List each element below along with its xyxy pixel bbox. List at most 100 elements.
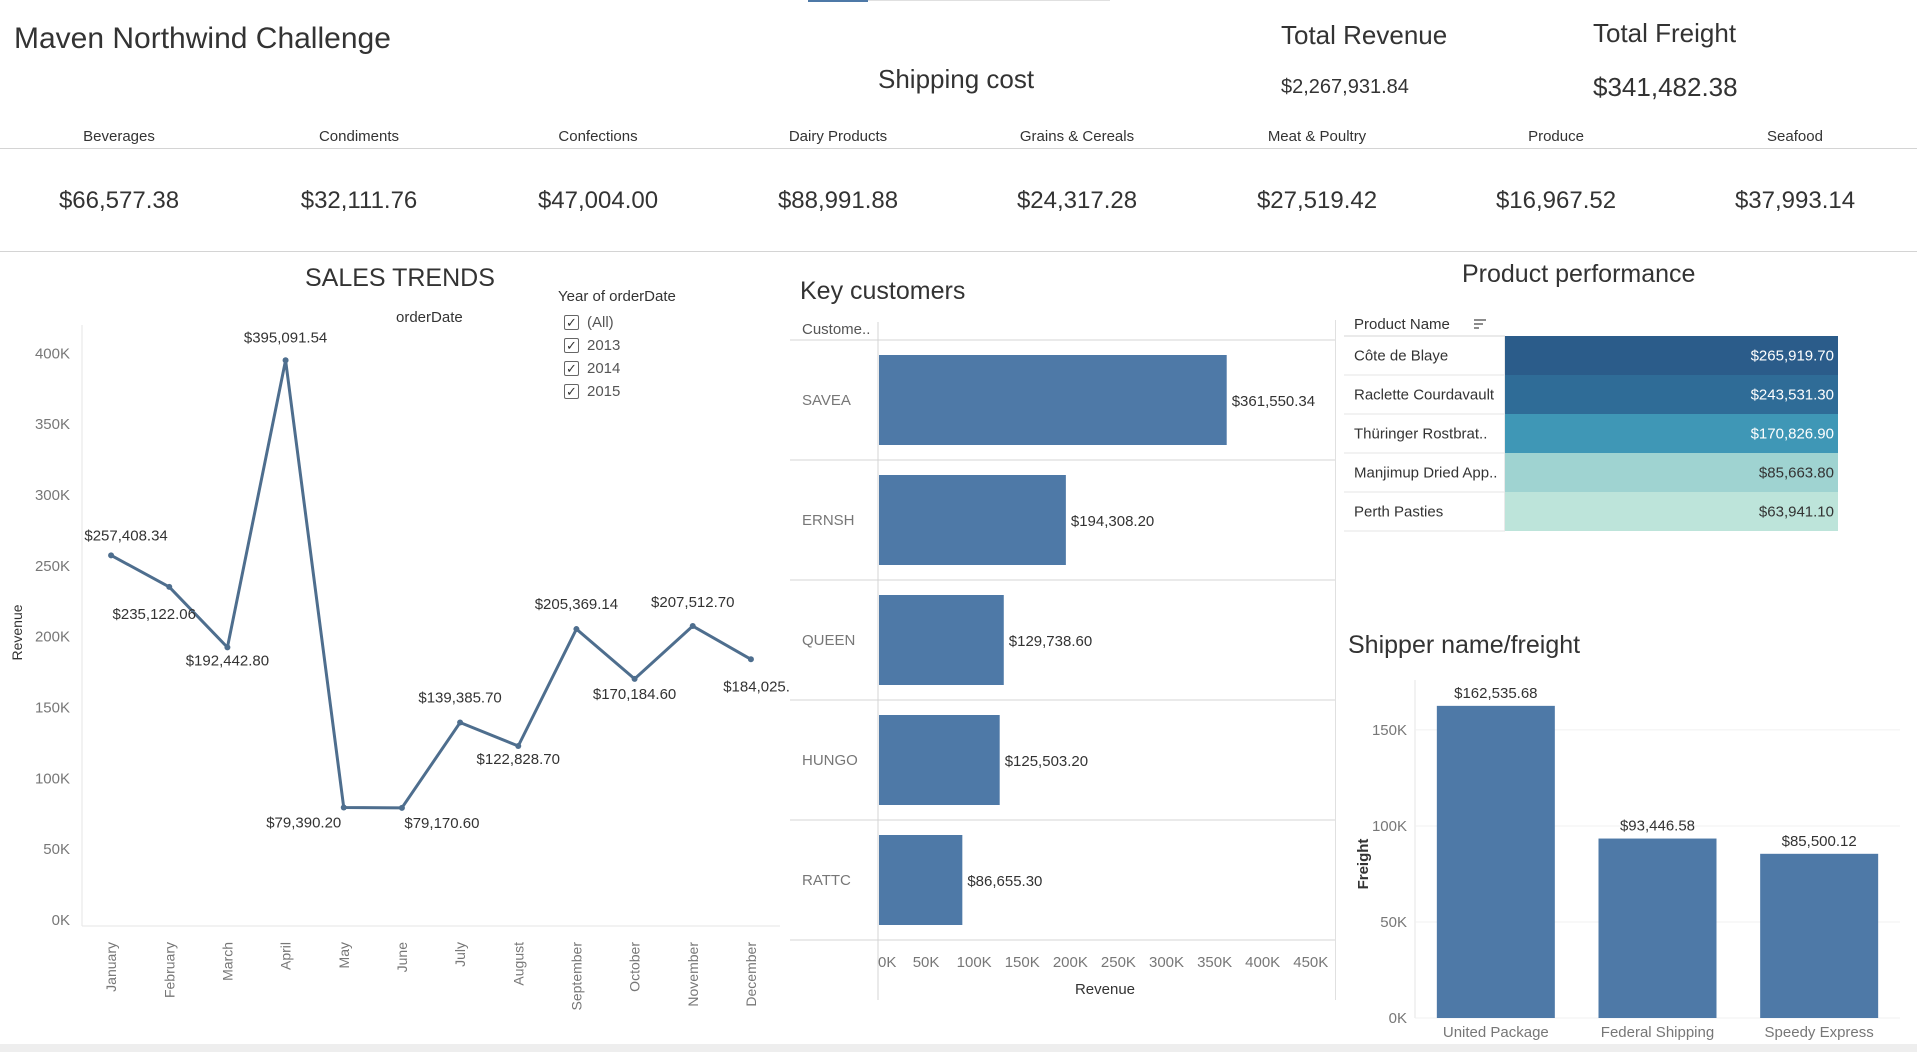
x-tick-label: 150K: [1005, 954, 1040, 971]
sales-point[interactable]: [689, 623, 696, 630]
customer-bar[interactable]: [879, 475, 1066, 565]
sales-point[interactable]: [631, 675, 638, 682]
category-value: $16,967.52: [1495, 187, 1617, 214]
customer-data-label: $86,655.30: [967, 873, 1042, 890]
product-name: Manjimup Dried App..: [1354, 465, 1497, 482]
x-tick-label: December: [743, 942, 759, 1007]
x-tick-label: March: [219, 942, 235, 981]
sales-point[interactable]: [224, 644, 231, 651]
checkbox-icon[interactable]: ✓: [564, 314, 579, 330]
customer-bar[interactable]: [879, 355, 1227, 445]
sales-point[interactable]: [282, 357, 289, 364]
x-tick-label: Speedy Express: [1765, 1024, 1874, 1041]
x-tick-label: May: [336, 942, 352, 968]
filter-option-label: (All): [587, 313, 614, 331]
category-value: $88,991.88: [777, 187, 899, 214]
filter-option-2015[interactable]: ✓ 2015: [564, 380, 620, 402]
dashboard-title: Maven Northwind Challenge: [14, 22, 391, 55]
product-value-cell[interactable]: [1505, 453, 1838, 492]
y-tick-label: 50K: [43, 841, 70, 858]
total-freight-value: $341,482.38: [1593, 72, 1738, 102]
category-value: $24,317.28: [1016, 187, 1138, 214]
customer-bar[interactable]: [879, 715, 1000, 805]
shipper-data-label: $85,500.12: [1782, 833, 1857, 850]
x-tick-label: 450K: [1293, 954, 1328, 971]
sales-point[interactable]: [747, 656, 754, 663]
x-tick-label: 100K: [957, 954, 992, 971]
sales-data-label: $184,025.46: [723, 678, 790, 695]
category-value: $66,577.38: [58, 187, 180, 214]
category-value: $47,004.00: [537, 187, 659, 214]
checkbox-icon[interactable]: ✓: [564, 360, 579, 376]
x-tick-label: 250K: [1101, 954, 1136, 971]
sales-trends-title: SALES TRENDS: [305, 264, 495, 292]
product-value-cell[interactable]: [1505, 414, 1838, 453]
x-tick-label: January: [103, 942, 119, 992]
sales-data-label: $139,385.70: [418, 690, 501, 707]
product-name: Perth Pasties: [1354, 504, 1443, 521]
y-tick-label: 100K: [35, 770, 70, 787]
category-value: $32,111.76: [300, 187, 418, 214]
y-tick-label: 350K: [35, 416, 70, 433]
total-revenue-value: $2,267,931.84: [1281, 76, 1409, 98]
category-name: Meat & Poultry: [1267, 128, 1367, 145]
product-value: $85,663.80: [1759, 465, 1834, 482]
category-name: Condiments: [318, 128, 400, 145]
x-tick-label: July: [452, 942, 468, 967]
filter-option-2014[interactable]: ✓ 2014: [564, 357, 620, 379]
customer-label: SAVEA: [802, 392, 851, 409]
product-name: Raclette Courdavault: [1354, 387, 1495, 404]
category-name: Seafood: [1767, 128, 1823, 145]
product-value: $170,826.90: [1751, 426, 1834, 443]
product-value-cell[interactable]: [1505, 375, 1838, 414]
customer-data-label: $125,503.20: [1005, 753, 1088, 770]
sales-point[interactable]: [457, 719, 464, 726]
y-axis-title: Freight: [1355, 839, 1372, 890]
shipper-freight-chart: 0K 50K 100K 150K Freight $162,535.68 United Pa…: [1355, 680, 1900, 1041]
customer-bar[interactable]: [879, 595, 1004, 685]
x-tick-label: June: [394, 942, 410, 973]
shipper-bar[interactable]: [1598, 838, 1717, 1018]
total-freight-label: Total Freight: [1593, 18, 1737, 48]
category-value: $27,519.42: [1256, 187, 1378, 214]
x-tick-label: Federal Shipping: [1601, 1024, 1714, 1041]
customer-label: ERNSH: [802, 512, 855, 529]
sort-icon[interactable]: [1474, 319, 1486, 329]
product-performance-title: Product performance: [1462, 260, 1696, 288]
category-name: Confections: [558, 128, 638, 145]
sales-point[interactable]: [340, 804, 347, 811]
sales-point[interactable]: [515, 742, 522, 749]
y-tick-label: 100K: [1372, 818, 1407, 835]
filter-option-label: 2013: [587, 336, 621, 354]
product-column-header: Product Name: [1354, 316, 1450, 333]
y-tick-label: 0K: [52, 912, 70, 929]
sales-point[interactable]: [166, 583, 173, 590]
checkbox-icon[interactable]: ✓: [564, 383, 579, 399]
x-tick-label: August: [510, 942, 526, 986]
shipper-bar[interactable]: [1760, 853, 1879, 1018]
total-revenue-label: Total Revenue: [1281, 20, 1448, 50]
x-tick-label: 200K: [1053, 954, 1088, 971]
sales-data-label: $192,442.80: [186, 652, 269, 669]
shipper-data-label: $93,446.58: [1620, 818, 1695, 835]
sales-data-label: $395,091.54: [244, 329, 327, 346]
customer-data-label: $361,550.34: [1232, 393, 1315, 410]
customer-bar[interactable]: [879, 835, 963, 925]
product-value-cell[interactable]: [1505, 336, 1838, 375]
checkbox-icon[interactable]: ✓: [564, 337, 579, 353]
filter-option-all[interactable]: ✓ (All): [564, 311, 614, 333]
top-tab-indicator[interactable]: [808, 0, 868, 2]
y-tick-label: 250K: [35, 558, 70, 575]
y-tick-label: 300K: [35, 487, 70, 504]
customer-data-label: $194,308.20: [1071, 513, 1154, 530]
x-axis-title: Revenue: [1075, 981, 1135, 998]
filter-option-2013[interactable]: ✓ 2013: [564, 334, 620, 356]
shipper-bar[interactable]: [1436, 705, 1555, 1018]
product-value-cell[interactable]: [1505, 492, 1838, 531]
filter-option-label: 2015: [587, 382, 621, 400]
sales-point[interactable]: [398, 804, 405, 811]
sales-point[interactable]: [573, 626, 580, 633]
product-name: Thüringer Rostbrat..: [1354, 426, 1487, 443]
y-tick-label: 200K: [35, 629, 70, 646]
sales-point[interactable]: [108, 552, 115, 559]
